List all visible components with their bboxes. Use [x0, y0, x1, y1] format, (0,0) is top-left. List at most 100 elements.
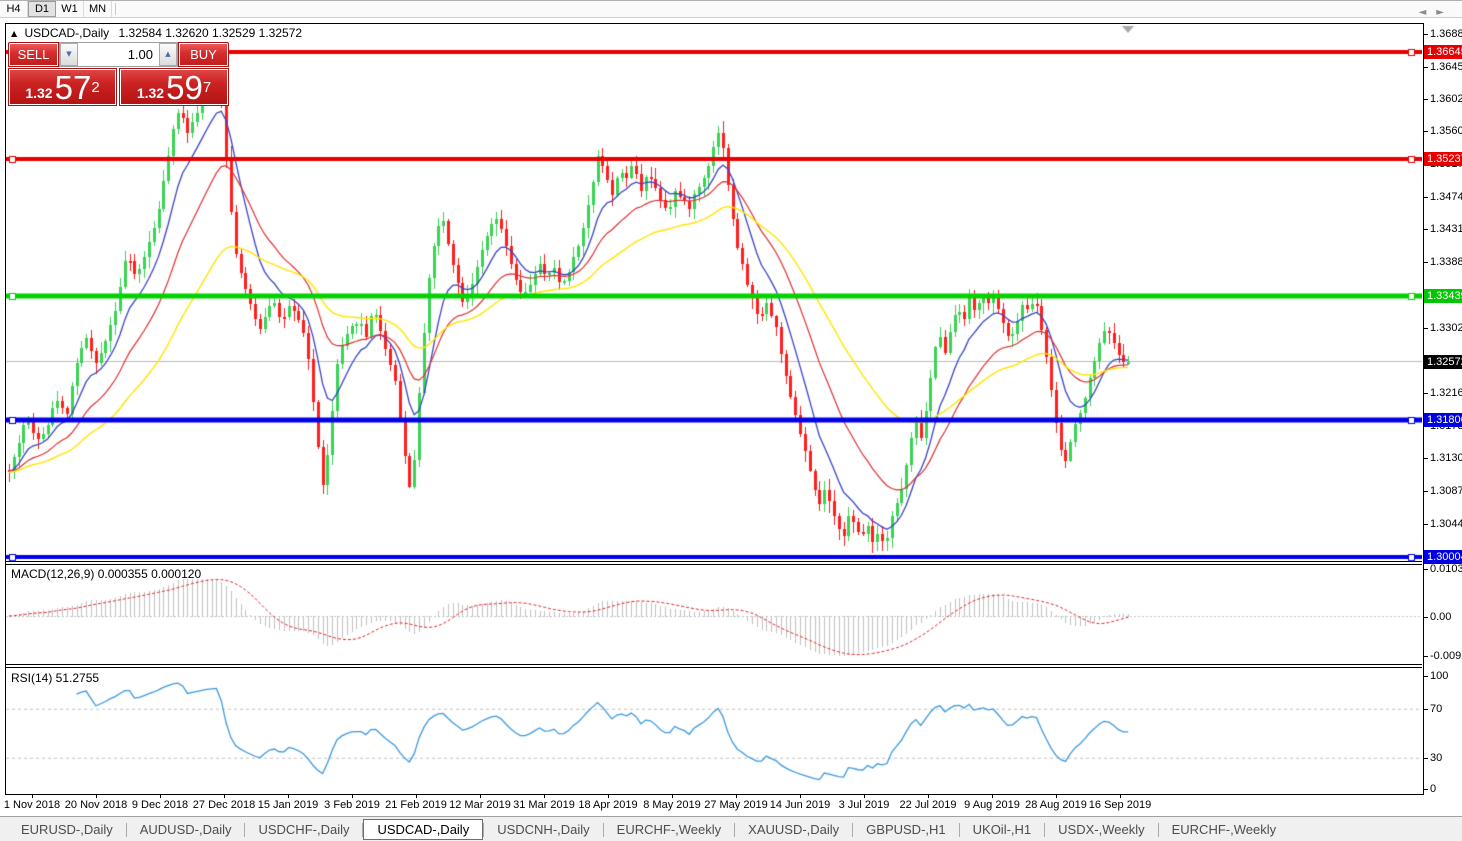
date-label: 27 Dec 2018	[192, 799, 256, 811]
tab-separator	[125, 822, 127, 837]
date-label: 12 Mar 2019	[449, 799, 511, 811]
date-tick-mark	[480, 795, 481, 798]
chart-tab-ukoil-h1[interactable]: UKOil-,H1	[972, 822, 1032, 837]
chart-tab-gbpusd-h1[interactable]: GBPUSD-,H1	[866, 822, 946, 837]
sell-price-big: 57	[54, 69, 92, 106]
axis-tick-mark	[1423, 676, 1428, 677]
price-level-badge: 1.33439	[1424, 289, 1462, 303]
sell-price-base: 1.32	[25, 85, 53, 101]
price-tick-label: -0.009203	[1430, 650, 1462, 662]
date-tick-mark	[992, 795, 993, 798]
timeframe-button-mn[interactable]: MN	[84, 1, 112, 17]
date-tick-mark	[1056, 795, 1057, 798]
date-tick-mark	[352, 795, 353, 798]
buy-price-panel[interactable]: 1.32 59 7	[119, 68, 229, 106]
chart-tab-audusd-daily[interactable]: AUDUSD-,Daily	[139, 822, 232, 837]
date-label: 15 Jan 2019	[257, 799, 319, 811]
timeframe-button-w1[interactable]: W1	[56, 1, 84, 17]
tab-separator	[1044, 822, 1046, 837]
date-axis[interactable]: 1 Nov 2018 20 Nov 2018 9 Dec 2018 27 Dec 20…	[3, 795, 1424, 814]
tab-separator	[483, 822, 485, 837]
tab-separator	[602, 822, 604, 837]
date-tick-mark	[160, 795, 161, 798]
buy-price-sup: 7	[202, 79, 212, 96]
tab-bar-groove	[0, 816, 1462, 817]
price-level-badge: 1.31806	[1424, 413, 1462, 427]
date-tick-mark	[800, 795, 801, 798]
price-tick-label: 1.34740	[1430, 191, 1462, 203]
date-label: 22 Jul 2019	[899, 799, 957, 811]
price-tick-label: 1.30870	[1430, 485, 1462, 497]
axis-tick-mark	[1423, 229, 1428, 230]
pane-separator[interactable]	[6, 564, 1422, 565]
sell-price-panel[interactable]: 1.32 57 2	[8, 68, 117, 106]
price-tick-label: 0.00	[1430, 611, 1452, 623]
buy-button[interactable]: BUY	[178, 42, 229, 67]
date-tick-mark	[32, 795, 33, 798]
price-chart-canvas[interactable]	[6, 24, 1422, 794]
collapse-arrow-icon[interactable]: ▲	[11, 29, 18, 38]
date-tick-mark	[672, 795, 673, 798]
chart-tab-usdx-weekly[interactable]: USDX-,Weekly	[1058, 822, 1145, 837]
date-tick-mark	[224, 795, 225, 798]
date-label: 14 Jun 2019	[769, 799, 831, 811]
pane-separator[interactable]	[6, 664, 1422, 665]
chart-tab-usdcad-daily[interactable]: USDCAD-,Daily	[363, 819, 484, 840]
chart-tab-eurchf-weekly[interactable]: EURCHF-,Weekly	[1171, 822, 1277, 837]
price-axis[interactable]: 1.368801.364501.360201.356001.351701.347…	[1423, 23, 1462, 795]
price-tick-label: 30	[1430, 752, 1443, 764]
tab-separator	[1157, 822, 1159, 837]
chart-tab-eurchf-weekly[interactable]: EURCHF-,Weekly	[616, 822, 722, 837]
date-label: 27 May 2019	[704, 799, 768, 811]
axis-tick-mark	[1423, 569, 1428, 570]
sell-button[interactable]: SELL	[8, 42, 59, 67]
axis-tick-mark	[1423, 328, 1428, 329]
tab-scroll-right-icon[interactable]: ►	[1436, 7, 1454, 18]
timeframe-button-d1[interactable]: D1	[28, 1, 56, 17]
date-label: 16 Sep 2019	[1088, 799, 1152, 811]
price-level-badge: 1.35237	[1424, 152, 1462, 166]
chart-tab-eurusd-daily[interactable]: EURUSD-,Daily	[21, 822, 113, 837]
price-tick-label: 0.010311	[1430, 563, 1462, 575]
price-tick-label: 1.36020	[1430, 93, 1462, 105]
price-tick-label: 1.36880	[1430, 28, 1462, 40]
axis-tick-mark	[1423, 789, 1428, 790]
price-tick-label: 1.30440	[1430, 518, 1462, 530]
date-label: 18 Apr 2019	[578, 799, 638, 811]
date-label: 9 Aug 2019	[964, 799, 1020, 811]
chart-tab-usdchf-daily[interactable]: USDCHF-,Daily	[258, 822, 350, 837]
macd-indicator-label: MACD(12,26,9) 0.000355 0.000120	[11, 567, 202, 581]
date-label: 1 Nov 2018	[3, 799, 61, 811]
price-tick-label: 1.36450	[1430, 61, 1462, 73]
date-label: 20 Nov 2018	[64, 799, 128, 811]
timeframe-toolbar: H4 D1 W1 MN	[0, 1, 1462, 18]
date-tick-mark	[928, 795, 929, 798]
date-label: 21 Feb 2019	[385, 799, 447, 811]
chart-tab-xauusd-daily[interactable]: XAUUSD-,Daily	[748, 822, 840, 837]
volume-decrease-button[interactable]: ▼	[60, 43, 78, 66]
axis-tick-mark	[1423, 656, 1428, 657]
volume-increase-button[interactable]: ▲	[159, 43, 177, 66]
date-label: 9 Dec 2018	[131, 799, 189, 811]
toolbar-separator	[115, 3, 116, 15]
pane-separator[interactable]	[6, 561, 1422, 562]
price-tick-label: 1.31300	[1430, 452, 1462, 464]
tab-scroll-left-icon[interactable]: ◄	[1418, 7, 1437, 18]
buy-price-big: 59	[166, 69, 203, 106]
timeframe-button-h4[interactable]: H4	[0, 1, 28, 17]
axis-tick-mark	[1423, 34, 1428, 35]
date-label: 3 Jul 2019	[838, 799, 890, 811]
pane-separator[interactable]	[6, 667, 1422, 668]
price-tick-label: 1.32160	[1430, 387, 1462, 399]
axis-tick-mark	[1423, 458, 1428, 459]
volume-input[interactable]	[78, 43, 159, 66]
tab-separator	[362, 822, 364, 837]
axis-tick-mark	[1423, 709, 1428, 710]
date-label: 28 Aug 2019	[1025, 799, 1087, 811]
chart-tab-usdcnh-daily[interactable]: USDCNH-,Daily	[497, 822, 590, 837]
tab-separator	[244, 822, 246, 837]
date-tick-mark	[736, 795, 737, 798]
date-tick-mark	[288, 795, 289, 798]
buy-price-base: 1.32	[136, 85, 165, 101]
